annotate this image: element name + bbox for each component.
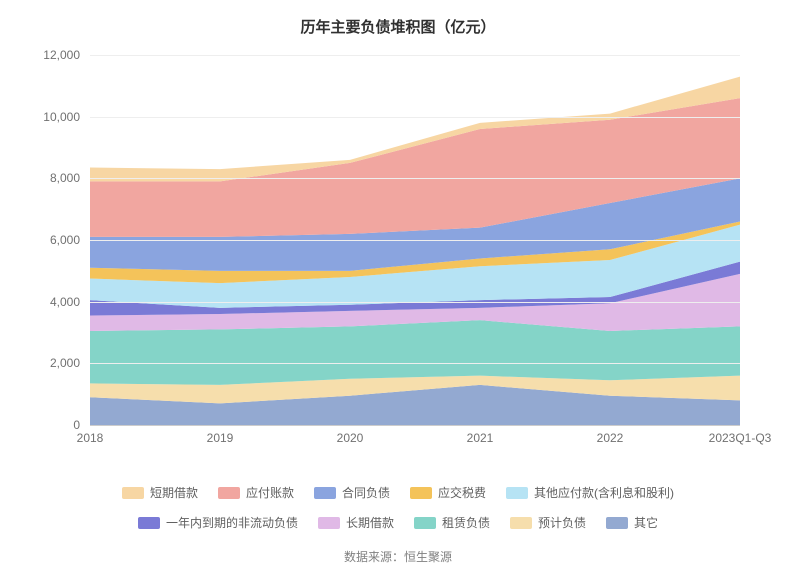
legend-swatch <box>314 487 336 499</box>
legend-item: 应付账款 <box>218 482 294 505</box>
legend-label: 应交税费 <box>438 482 486 505</box>
legend-swatch <box>122 487 144 499</box>
y-axis-label: 6,000 <box>20 233 80 247</box>
x-axis-label: 2018 <box>77 431 104 445</box>
x-axis-label: 2023Q1-Q3 <box>709 431 772 445</box>
stacked-area-chart: 历年主要负债堆积图（亿元） 02,0004,0006,0008,00010,00… <box>0 0 796 575</box>
gridline <box>90 178 740 179</box>
legend-swatch <box>510 517 532 529</box>
legend-label: 其他应付款(含利息和股利) <box>534 482 674 505</box>
legend-label: 长期借款 <box>346 512 394 535</box>
legend-item: 其它 <box>606 512 658 535</box>
plot-area: 02,0004,0006,0008,00010,00012,0002018201… <box>90 55 740 450</box>
gridline <box>90 240 740 241</box>
legend-label: 其它 <box>634 512 658 535</box>
y-axis-label: 12,000 <box>20 48 80 62</box>
gridline <box>90 302 740 303</box>
gridline <box>90 363 740 364</box>
legend-item: 其他应付款(含利息和股利) <box>506 482 674 505</box>
data-source: 数据来源：恒生聚源 <box>0 548 796 565</box>
legend-label: 应付账款 <box>246 482 294 505</box>
area-series <box>90 320 740 385</box>
x-axis-label: 2022 <box>597 431 624 445</box>
legend-item: 租赁负债 <box>414 512 490 535</box>
plot-inner: 02,0004,0006,0008,00010,00012,0002018201… <box>90 55 740 425</box>
y-axis-label: 0 <box>20 418 80 432</box>
legend-swatch <box>414 517 436 529</box>
y-axis-label: 8,000 <box>20 171 80 185</box>
x-axis-label: 2020 <box>337 431 364 445</box>
legend-label: 预计负债 <box>538 512 586 535</box>
x-axis-label: 2019 <box>207 431 234 445</box>
legend-item: 短期借款 <box>122 482 198 505</box>
legend-row: 短期借款 应付账款 合同负债 应交税费 其他应付款(含利息和股利) <box>0 480 796 510</box>
legend-item: 长期借款 <box>318 512 394 535</box>
legend-label: 合同负债 <box>342 482 390 505</box>
legend-label: 一年内到期的非流动负债 <box>166 512 298 535</box>
legend: 短期借款 应付账款 合同负债 应交税费 其他应付款(含利息和股利) 一年内到期的非流动负债… <box>0 480 796 541</box>
gridline <box>90 117 740 118</box>
legend-item: 预计负债 <box>510 512 586 535</box>
legend-row: 一年内到期的非流动负债 长期借款 租赁负债 预计负债 其它 <box>0 510 796 540</box>
legend-item: 合同负债 <box>314 482 390 505</box>
legend-swatch <box>218 487 240 499</box>
y-axis-label: 2,000 <box>20 356 80 370</box>
y-axis-label: 10,000 <box>20 110 80 124</box>
gridline <box>90 55 740 56</box>
gridline <box>90 425 740 426</box>
chart-title: 历年主要负债堆积图（亿元） <box>0 0 796 37</box>
legend-swatch <box>410 487 432 499</box>
legend-label: 租赁负债 <box>442 512 490 535</box>
legend-item: 一年内到期的非流动负债 <box>138 512 298 535</box>
legend-swatch <box>138 517 160 529</box>
legend-swatch <box>318 517 340 529</box>
legend-item: 应交税费 <box>410 482 486 505</box>
y-axis-label: 4,000 <box>20 295 80 309</box>
x-axis-label: 2021 <box>467 431 494 445</box>
legend-swatch <box>506 487 528 499</box>
legend-label: 短期借款 <box>150 482 198 505</box>
legend-swatch <box>606 517 628 529</box>
